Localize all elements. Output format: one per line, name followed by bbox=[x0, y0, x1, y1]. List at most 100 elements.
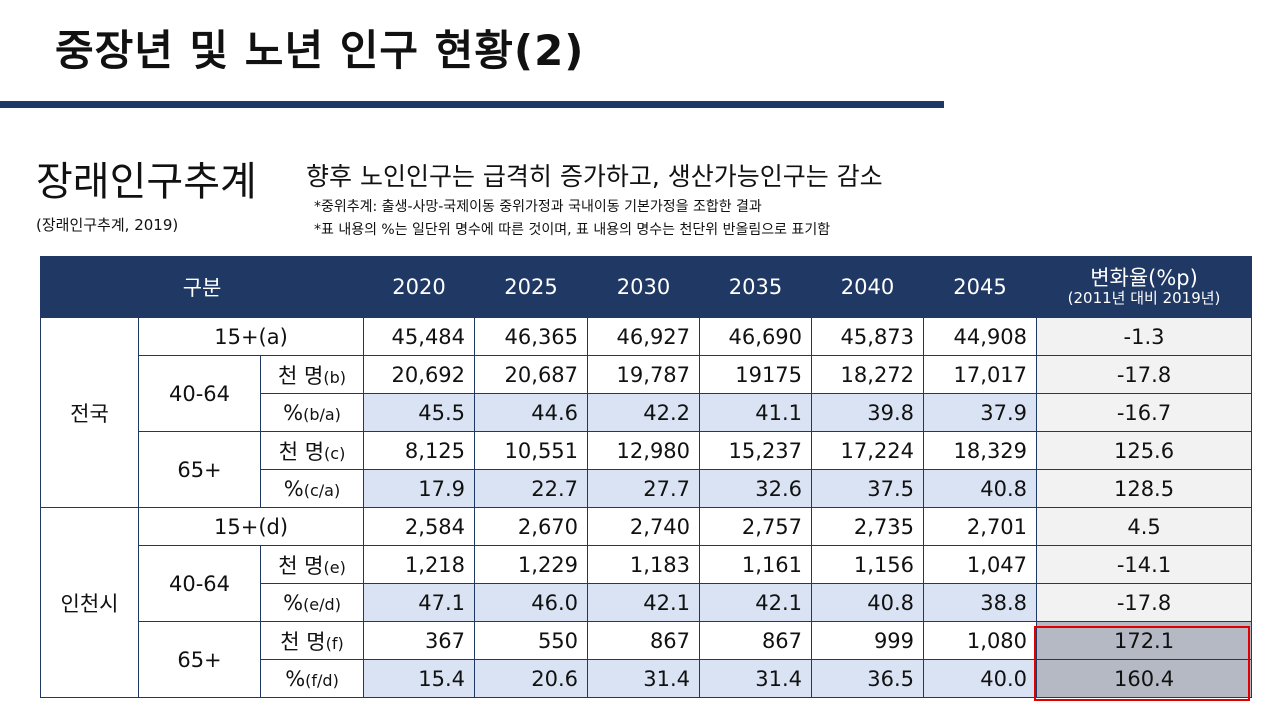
value-cell: 31.4 bbox=[699, 659, 813, 698]
value-cell: 46,927 bbox=[587, 317, 701, 356]
table-row: 65+ 천 명(f) 367 550 867 867 999 1,080 172.1 bbox=[41, 621, 1253, 698]
unit-label: %(f/d) bbox=[259, 659, 365, 698]
value-cell: 47.1 bbox=[363, 583, 476, 622]
value-cell: 1,229 bbox=[474, 545, 589, 584]
header-year: 2045 bbox=[923, 256, 1038, 318]
value-cell: 2,701 bbox=[923, 507, 1038, 546]
value-cell: 1,047 bbox=[923, 545, 1038, 584]
age-group-label: 65+ bbox=[138, 621, 261, 698]
header-year: 2035 bbox=[699, 256, 813, 318]
header-rate-sub: (2011년 대비 2019년) bbox=[1067, 289, 1221, 308]
header-category: 구분 bbox=[39, 256, 365, 318]
value-cell: 1,218 bbox=[363, 545, 476, 584]
value-cell: 2,735 bbox=[811, 507, 925, 546]
unit-label: 천 명(f) bbox=[259, 621, 365, 660]
value-cell: 2,670 bbox=[474, 507, 589, 546]
value-cell: 17,017 bbox=[923, 355, 1038, 394]
value-cell: 20.6 bbox=[474, 659, 589, 698]
value-cell: 22.7 bbox=[474, 469, 589, 508]
value-cell: 31.4 bbox=[587, 659, 701, 698]
value-cell: 36.5 bbox=[811, 659, 925, 698]
unit-label-main: 천 명 bbox=[280, 629, 326, 654]
table-row: %(b/a) 45.5 44.6 42.2 41.1 39.8 37.9 -16.7 bbox=[41, 393, 1253, 432]
value-cell: 15.4 bbox=[363, 659, 476, 698]
note-median-projection: *중위추계: 출생-사망-국제이동 중위가정과 국내이동 기본가정을 조합한 결… bbox=[314, 199, 762, 215]
page-title: 중장년 및 노년 인구 현황(2) bbox=[55, 26, 585, 75]
table-row: %(c/a) 17.9 22.7 27.7 32.6 37.5 40.8 128.5 bbox=[41, 469, 1253, 508]
headline: 향후 노인인구는 급격히 증가하고, 생산가능인구는 감소 bbox=[306, 162, 883, 191]
note-rounding: *표 내용의 %는 일단위 명수에 따른 것이며, 표 내용의 명수는 천단위 … bbox=[314, 222, 831, 238]
value-cell: 45,873 bbox=[811, 317, 925, 356]
table-row: 65+ 천 명(c) 8,125 10,551 12,980 15,237 17,224 18… bbox=[41, 431, 1253, 508]
value-cell: 44,908 bbox=[923, 317, 1038, 356]
region-label: 전국 bbox=[40, 317, 139, 508]
value-cell: 46.0 bbox=[474, 583, 589, 622]
title-underline bbox=[0, 101, 944, 108]
value-cell: 19,787 bbox=[587, 355, 701, 394]
unit-label-sub: (f) bbox=[325, 633, 344, 653]
header-year: 2025 bbox=[474, 256, 589, 318]
value-cell: 867 bbox=[699, 621, 813, 660]
value-cell: 38.8 bbox=[923, 583, 1038, 622]
highlighted-rate-cell: 172.1 bbox=[1036, 621, 1253, 660]
value-cell: 17.9 bbox=[363, 469, 476, 508]
unit-label-main: % bbox=[283, 590, 304, 615]
value-cell: 40.0 bbox=[923, 659, 1038, 698]
population-projection-table: 구분 2020 2025 2030 2035 2040 2045 변화율(%p)… bbox=[39, 256, 1253, 698]
value-cell: 1,161 bbox=[699, 545, 813, 584]
value-cell: 12,980 bbox=[587, 431, 701, 470]
row-label-main: 15+ bbox=[214, 324, 259, 349]
rate-cell: -17.8 bbox=[1036, 355, 1253, 394]
value-cell: 550 bbox=[474, 621, 589, 660]
value-cell: 367 bbox=[363, 621, 476, 660]
value-cell: 19175 bbox=[699, 355, 813, 394]
value-cell: 867 bbox=[587, 621, 701, 660]
value-cell: 39.8 bbox=[811, 393, 925, 432]
table-row: 인천시 15+(d) 2,584 2,670 2,740 2,757 2,735 2,701 4… bbox=[40, 507, 1253, 698]
rate-cell: -14.1 bbox=[1036, 545, 1253, 584]
value-cell: 18,329 bbox=[923, 431, 1038, 470]
table-row: %(f/d) 15.4 20.6 31.4 31.4 36.5 40.0 160.4 bbox=[41, 659, 1253, 698]
unit-label: 천 명(e) bbox=[259, 545, 365, 584]
section-source: (장래인구추계, 2019) bbox=[36, 216, 179, 234]
table-row: 40-64 천 명(e) 1,218 1,229 1,183 1,161 1,156 1,04… bbox=[41, 545, 1253, 622]
value-cell: 42.1 bbox=[699, 583, 813, 622]
value-cell: 8,125 bbox=[363, 431, 476, 470]
unit-label: %(c/a) bbox=[259, 469, 365, 508]
header-year: 2020 bbox=[363, 256, 476, 318]
rate-cell: -1.3 bbox=[1036, 317, 1253, 356]
unit-label: 천 명(b) bbox=[259, 355, 365, 394]
unit-label-main: 천 명 bbox=[278, 439, 325, 464]
value-cell: 27.7 bbox=[587, 469, 701, 508]
value-cell: 42.2 bbox=[587, 393, 701, 432]
header-rate: 변화율(%p) (2011년 대비 2019년) bbox=[1036, 256, 1253, 318]
rate-cell: -17.8 bbox=[1036, 583, 1253, 622]
value-cell: 45,484 bbox=[363, 317, 476, 356]
row-label: 15+(d) bbox=[137, 507, 365, 546]
value-cell: 20,687 bbox=[474, 355, 589, 394]
unit-label-sub: (f/d) bbox=[305, 670, 339, 690]
unit-label-main: % bbox=[285, 666, 306, 691]
rate-cell: 125.6 bbox=[1036, 431, 1253, 470]
value-cell: 32.6 bbox=[699, 469, 813, 508]
unit-label: %(b/a) bbox=[259, 393, 365, 432]
age-group-label: 40-64 bbox=[138, 545, 261, 622]
value-cell: 18,272 bbox=[811, 355, 925, 394]
unit-label-main: % bbox=[283, 476, 304, 501]
row-label-sub: (d) bbox=[258, 514, 289, 539]
value-cell: 37.9 bbox=[923, 393, 1038, 432]
unit-label-sub: (b/a) bbox=[303, 404, 341, 424]
unit-label-sub: (c/a) bbox=[303, 480, 341, 500]
value-cell: 2,584 bbox=[363, 507, 476, 546]
header-year: 2040 bbox=[811, 256, 925, 318]
value-cell: 15,237 bbox=[699, 431, 813, 470]
row-label-main: 15+ bbox=[213, 514, 259, 539]
unit-label-sub: (e) bbox=[323, 557, 346, 577]
unit-label: %(e/d) bbox=[259, 583, 365, 622]
value-cell: 20,692 bbox=[363, 355, 476, 394]
value-cell: 40.8 bbox=[923, 469, 1038, 508]
value-cell: 17,224 bbox=[811, 431, 925, 470]
unit-label-main: 천 명 bbox=[278, 363, 324, 388]
value-cell: 2,757 bbox=[699, 507, 813, 546]
table-row: 전국 15+(a) 45,484 46,365 46,927 46,690 45,873 44… bbox=[40, 317, 1253, 508]
